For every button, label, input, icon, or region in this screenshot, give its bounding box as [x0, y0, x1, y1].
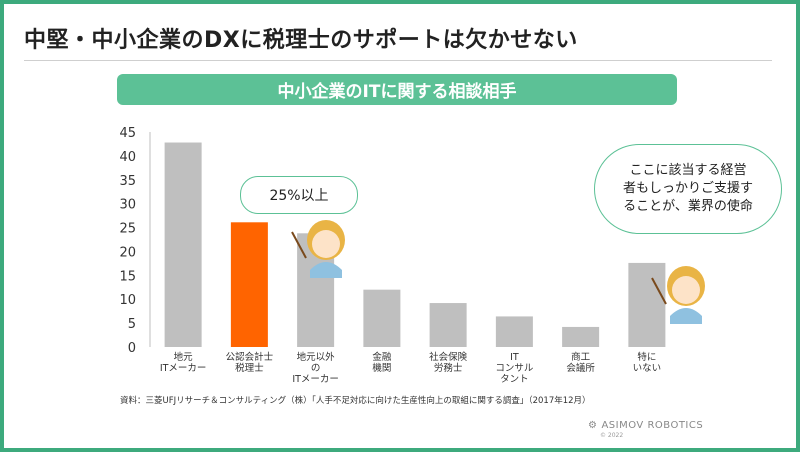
x-tick-label: 公認会計士	[226, 351, 274, 363]
callout-25-percent: 25%以上	[240, 176, 358, 214]
y-tick-label: 5	[128, 317, 136, 332]
y-tick-label: 30	[119, 198, 136, 213]
company-logo: ⚙ ASIMOV ROBOTICS	[588, 420, 703, 431]
x-tick-label: 商工	[571, 351, 591, 363]
callout-mission-text: ここに該当する経営 者もしっかりご支援す ることが、業界の使命	[622, 163, 753, 214]
x-tick-label: 金融	[372, 351, 392, 363]
y-tick-label: 20	[119, 245, 136, 260]
x-tick-label: 地元	[174, 351, 194, 363]
y-tick-label: 40	[119, 150, 136, 165]
x-tick-label: 地元以外	[297, 351, 336, 363]
y-tick-label: 25	[119, 222, 136, 237]
x-tick-label: 労務士	[434, 362, 463, 374]
bar	[628, 262, 666, 347]
bar	[562, 326, 600, 347]
chart-banner: 中小企業のITに関する相談相手	[117, 74, 677, 105]
x-tick-label: IT	[510, 352, 519, 363]
callout-mission: ここに該当する経営 者もしっかりご支援す ることが、業界の使命	[594, 144, 782, 234]
bar	[164, 142, 202, 347]
y-tick-label: 0	[128, 341, 136, 356]
bar	[363, 289, 401, 347]
title-divider	[24, 60, 772, 61]
page-title: 中堅・中小企業のDXに税理士のサポートは欠かせない	[24, 28, 578, 53]
x-tick-label: 特に	[637, 351, 656, 363]
x-tick-label: 機関	[372, 362, 391, 374]
x-tick-label: 税理士	[235, 362, 264, 374]
callout-25-percent-text: 25%以上	[269, 188, 329, 204]
pointing-woman-illustration-right	[651, 266, 705, 324]
logo-robot-icon: ⚙	[588, 420, 598, 431]
x-tick-label: 会議所	[566, 362, 595, 374]
y-tick-label: 45	[119, 126, 136, 141]
bar	[429, 303, 467, 347]
y-tick-label: 15	[119, 269, 136, 284]
bar	[230, 222, 268, 347]
logo-text: ASIMOV ROBOTICS	[601, 420, 704, 431]
y-tick-label: 35	[119, 174, 136, 189]
x-tick-label: の	[311, 363, 321, 374]
logo-copyright: © 2022	[600, 432, 624, 439]
x-tick-label: ITメーカー	[292, 374, 339, 385]
y-tick-label: 10	[119, 293, 136, 308]
source-note: 資料：三菱UFJリサーチ＆コンサルティング（株）「人手不足対応に向けた生産性向上…	[120, 396, 591, 406]
x-tick-label: コンサル	[495, 363, 534, 374]
x-tick-label: ITメーカー	[160, 363, 207, 374]
x-tick-label: タント	[500, 374, 529, 385]
bar	[495, 316, 533, 347]
pointing-woman-illustration-left	[291, 220, 345, 278]
x-tick-label: いない	[633, 363, 662, 374]
x-tick-label: 社会保険	[429, 351, 468, 363]
